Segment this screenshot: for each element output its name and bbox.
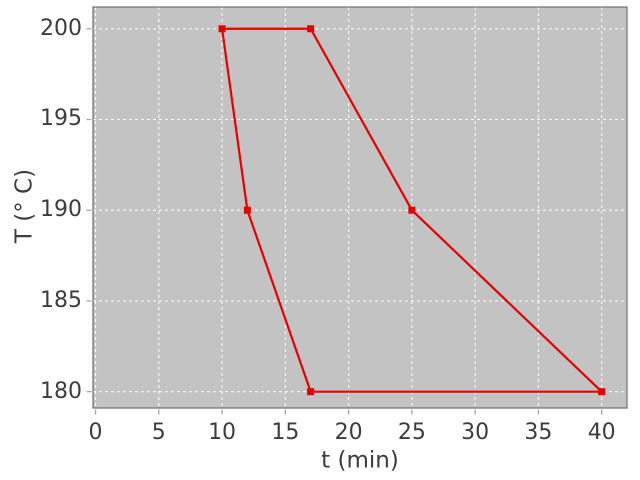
- data-point-marker: [307, 25, 315, 33]
- x-tick-label: 25: [397, 420, 426, 445]
- y-tick-label: 185: [40, 287, 82, 313]
- y-tick-label: 190: [40, 197, 82, 223]
- data-point-marker: [598, 388, 606, 396]
- y-tick-label: 180: [40, 378, 82, 404]
- plot-area: [93, 7, 627, 408]
- x-axis-label: t (min): [321, 447, 399, 474]
- x-tick-label: 10: [208, 420, 237, 445]
- data-point-marker: [243, 206, 251, 214]
- data-point-marker: [408, 206, 416, 214]
- y-axis-label: T (° C): [11, 168, 38, 244]
- y-tick-label: 200: [40, 15, 82, 41]
- x-tick-label: 35: [524, 420, 553, 445]
- y-tick-label: 195: [40, 106, 82, 132]
- x-tick-label: 20: [334, 420, 363, 445]
- x-tick-label: 30: [461, 420, 490, 445]
- axes-spine: [92, 6, 628, 409]
- data-point-marker: [218, 25, 226, 33]
- data-point-marker: [307, 388, 315, 396]
- x-tick-label: 5: [151, 420, 166, 445]
- x-tick-label: 0: [88, 420, 103, 445]
- x-tick-label: 15: [271, 420, 300, 445]
- x-tick-label: 40: [587, 420, 616, 445]
